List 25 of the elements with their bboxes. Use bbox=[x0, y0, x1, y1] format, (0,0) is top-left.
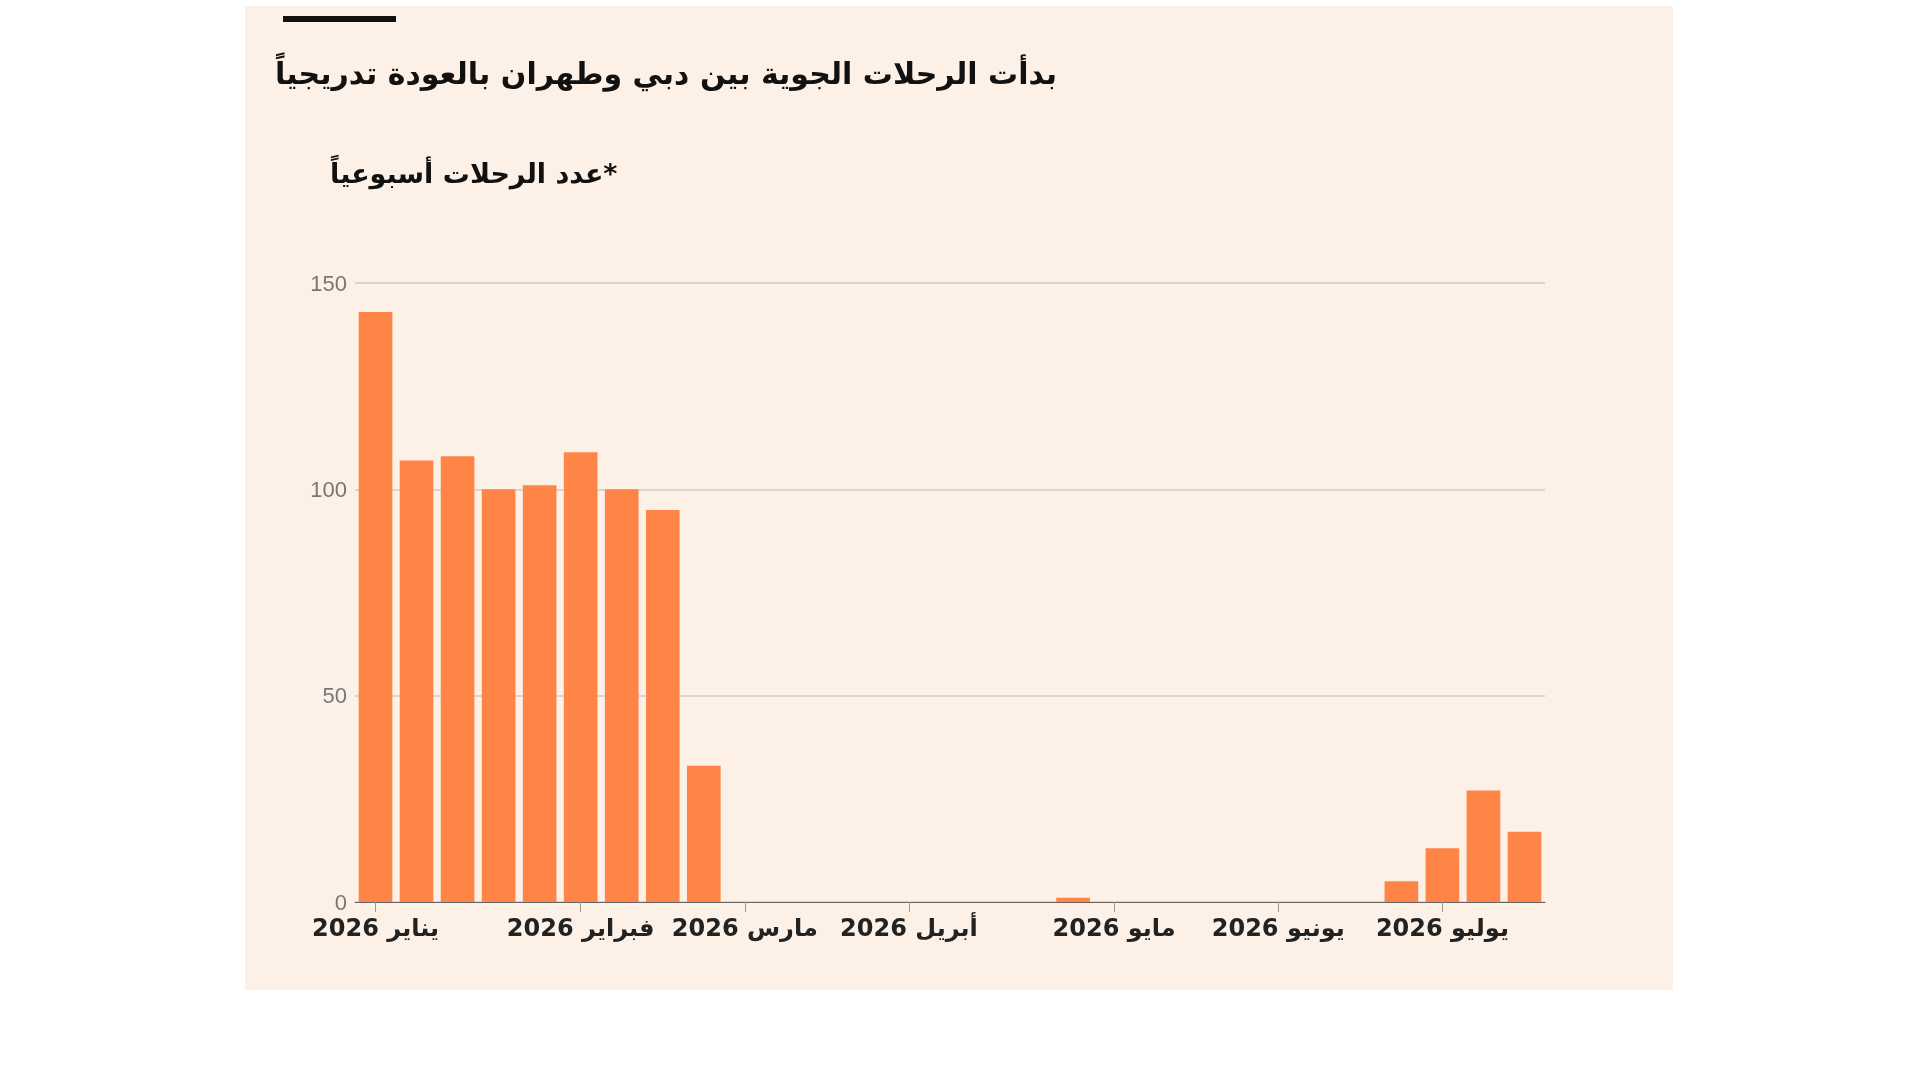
x-tick-label: مارس 2026 bbox=[671, 914, 818, 942]
x-tick-label: فبراير 2026 bbox=[506, 914, 655, 942]
bar bbox=[522, 485, 557, 902]
bar bbox=[604, 489, 639, 902]
x-tick-label: يوليو 2026 bbox=[1375, 914, 1509, 942]
y-tick-label: 100 bbox=[310, 476, 347, 502]
bar bbox=[645, 509, 680, 902]
bar bbox=[686, 765, 721, 902]
y-tick-label: 150 bbox=[310, 270, 347, 296]
x-tick-label: يناير 2026 bbox=[312, 914, 439, 942]
x-tick-label: أبريل 2026 bbox=[840, 912, 978, 942]
bar bbox=[399, 460, 434, 902]
bar bbox=[1425, 848, 1460, 902]
x-tick-label: مايو 2026 bbox=[1052, 914, 1176, 942]
bar bbox=[358, 311, 393, 902]
bar bbox=[1466, 790, 1501, 902]
bar bbox=[1384, 881, 1419, 902]
bar bbox=[563, 452, 598, 902]
x-tick-label: يونيو 2026 bbox=[1211, 914, 1345, 942]
bar bbox=[481, 489, 516, 902]
y-tick-label: 50 bbox=[322, 683, 347, 709]
bar bbox=[1507, 831, 1542, 902]
y-tick-label: 0 bbox=[334, 889, 347, 915]
bar bbox=[1056, 897, 1090, 902]
bar bbox=[440, 456, 475, 902]
